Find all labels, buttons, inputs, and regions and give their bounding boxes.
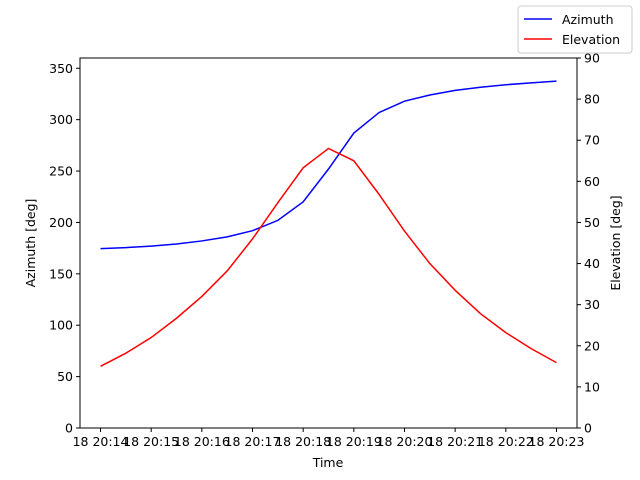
y-right-tick-label: 40 <box>584 256 600 271</box>
y-left-tick-label: 150 <box>49 266 73 281</box>
y-right-axis-label: Elevation [deg] <box>608 195 623 290</box>
x-tick-label: 18 20:16 <box>174 434 230 449</box>
y-left-axis-ticks: 0 50 100 150 200 250 300 350 <box>49 61 80 436</box>
x-tick-label: 18 20:19 <box>326 434 382 449</box>
series-line-elevation <box>100 147 557 367</box>
x-tick-label: 18 20:14 <box>73 434 129 449</box>
y-left-tick-label: 50 <box>57 369 73 384</box>
y-right-tick-label: 80 <box>584 92 600 107</box>
y-left-tick-label: 100 <box>49 318 73 333</box>
plot-frame <box>79 57 578 429</box>
y-right-tick-label: 0 <box>584 421 592 436</box>
x-axis-label: Time <box>312 455 344 470</box>
y-left-tick-label: 200 <box>49 215 73 230</box>
y-right-tick-label: 50 <box>584 215 600 230</box>
x-tick-label: 18 20:23 <box>529 434 585 449</box>
plot-area <box>80 58 577 428</box>
legend-label-azimuth: Azimuth <box>562 12 614 27</box>
x-tick-label: 18 20:22 <box>478 434 534 449</box>
y-left-tick-label: 350 <box>49 61 73 76</box>
y-right-tick-label: 60 <box>584 174 600 189</box>
x-tick-label: 18 20:21 <box>427 434 483 449</box>
x-tick-label: 18 20:20 <box>377 434 433 449</box>
y-right-tick-label: 30 <box>584 297 600 312</box>
y-right-tick-label: 20 <box>584 338 600 353</box>
x-tick-label: 18 20:15 <box>123 434 179 449</box>
y-left-axis-label: Azimuth [deg] <box>23 199 38 288</box>
y-right-tick-label: 70 <box>584 133 600 148</box>
y-left-tick-label: 0 <box>65 421 73 436</box>
x-tick-label: 18 20:17 <box>225 434 281 449</box>
y-right-tick-label: 90 <box>584 51 600 66</box>
x-tick-label: 18 20:18 <box>275 434 331 449</box>
y-right-tick-label: 10 <box>584 379 600 394</box>
legend-box <box>517 5 633 54</box>
series-line-azimuth <box>100 80 557 250</box>
y-left-tick-label: 300 <box>49 112 73 127</box>
y-right-axis-ticks: 0 10 20 30 40 50 60 70 80 90 <box>577 51 600 436</box>
y-left-tick-label: 250 <box>49 164 73 179</box>
legend-label-elevation: Elevation <box>562 32 620 47</box>
legend: Azimuth Elevation <box>517 5 633 54</box>
series-layer <box>100 80 557 367</box>
